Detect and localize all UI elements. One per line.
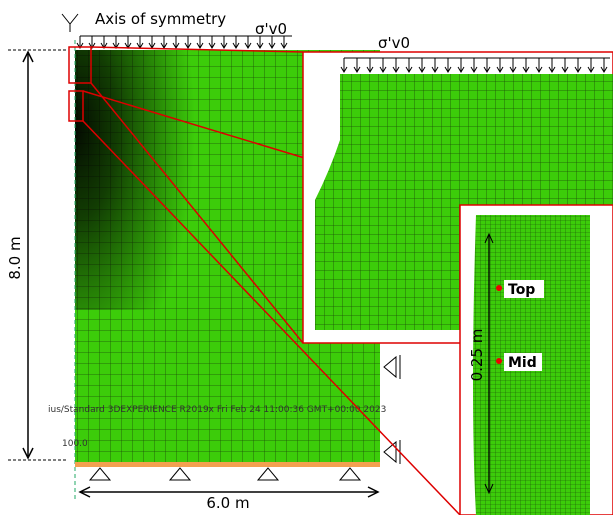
scale-label: 100.0 <box>62 439 88 449</box>
point-label: Mid <box>508 355 537 371</box>
watermark: ius/Standard 3DEXPERIENCE R2019x Fri Feb… <box>48 405 386 415</box>
load-arrow <box>125 36 131 48</box>
inset-load-label: σ'v0 <box>378 34 410 52</box>
load-arrow <box>209 36 215 48</box>
load-arrow <box>113 36 119 48</box>
load-arrow <box>197 36 203 48</box>
load-label: σ'v0 <box>255 20 287 38</box>
load-arrow <box>233 36 239 48</box>
load-arrow <box>101 36 107 48</box>
point-marker <box>496 358 502 364</box>
load-arrow <box>89 36 95 48</box>
load-arrow <box>137 36 143 48</box>
axis-label: Axis of symmetry <box>95 10 226 28</box>
height-label: 8.0 m <box>6 236 24 279</box>
symmetry-icon <box>62 14 78 32</box>
load-arrow <box>245 36 251 48</box>
load-arrow <box>173 36 179 48</box>
point-marker <box>496 285 502 291</box>
base <box>75 462 380 467</box>
load-arrow <box>149 36 155 48</box>
width-label: 6.0 m <box>206 494 249 512</box>
figure: Axis of symmetry σ'v0 8.0 m 6.0 m ius/St… <box>0 0 613 515</box>
inset-height-label: 0.25 m <box>468 329 486 382</box>
mesh-refinement <box>75 50 195 310</box>
load-arrow <box>185 36 191 48</box>
point-label: Top <box>508 282 535 298</box>
load-arrow <box>77 36 83 48</box>
load-arrow <box>161 36 167 48</box>
load-arrow <box>221 36 227 48</box>
